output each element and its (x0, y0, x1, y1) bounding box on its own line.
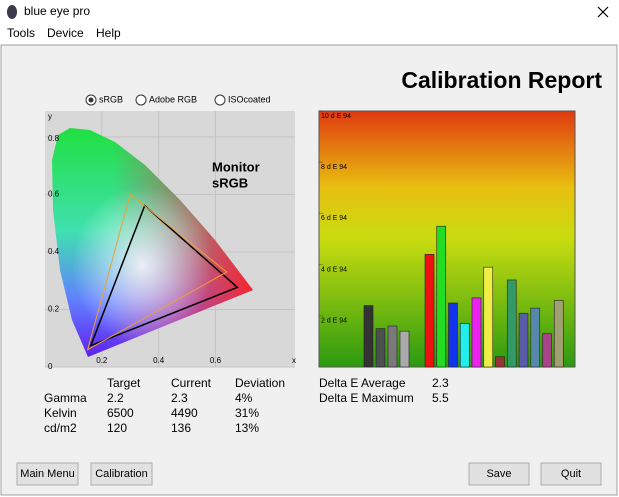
y-tick-label: 0 (48, 362, 53, 371)
y-tick-label: 6 d E 94 (321, 215, 347, 222)
column-header: Target (107, 376, 141, 390)
y-tick-label: 4 d E 94 (321, 266, 347, 273)
app-icon (7, 5, 17, 19)
bar (375, 328, 386, 368)
row-label: Kelvin (44, 406, 77, 420)
gamut-triangle (89, 204, 239, 348)
y-tick-label: 0.4 (48, 247, 60, 256)
menu-item[interactable]: Device (47, 26, 84, 40)
radio-label[interactable]: Adobe RGB (149, 94, 197, 104)
bar (553, 300, 564, 368)
radio-button[interactable] (214, 94, 226, 106)
close-button[interactable] (597, 6, 609, 18)
legend-entry: sRGB (212, 175, 248, 190)
report-title: Calibration Report (401, 67, 602, 93)
bar (436, 225, 447, 368)
cell: 120 (107, 421, 127, 435)
button[interactable] (16, 462, 79, 486)
button-label[interactable]: Quit (561, 468, 581, 480)
button-label[interactable]: Calibration (95, 468, 148, 480)
bar (506, 279, 517, 368)
row-label: cd/m2 (44, 421, 77, 435)
x-tick-label: 0.4 (153, 356, 165, 365)
y-tick-label: 0.8 (48, 134, 60, 143)
button[interactable] (540, 462, 602, 486)
radio-label[interactable]: sRGB (99, 94, 123, 104)
delta-e-label: Delta E Maximum (319, 391, 414, 405)
bar (459, 323, 470, 368)
gamut-triangle (86, 193, 228, 351)
cell: 6500 (107, 406, 134, 420)
cell: 2.2 (107, 391, 124, 405)
cell: 2.3 (171, 391, 188, 405)
bar (495, 356, 505, 368)
y-tick-label: 8 d E 94 (321, 164, 347, 171)
cell: 136 (171, 421, 191, 435)
bar (542, 333, 552, 368)
cell: 4490 (171, 406, 198, 420)
cell: 4% (235, 391, 253, 405)
bar (483, 266, 494, 368)
bar (399, 330, 410, 368)
cell: 31% (235, 406, 259, 420)
window-title: blue eye pro (24, 4, 90, 18)
delta-e-value: 5.5 (432, 391, 449, 405)
menu-item[interactable]: Tools (7, 26, 35, 40)
bar (448, 302, 458, 368)
y-axis-label: y (48, 112, 52, 121)
column-header: Current (171, 376, 212, 390)
button-label[interactable]: Save (486, 468, 511, 480)
menu-item[interactable]: Help (96, 26, 121, 40)
bar (518, 312, 529, 368)
button-label[interactable]: Main Menu (20, 468, 74, 480)
y-tick-label: 0.2 (48, 305, 60, 314)
bar (530, 307, 541, 368)
bar (387, 325, 398, 368)
row-label: Gamma (44, 391, 87, 405)
bar (363, 305, 374, 368)
button[interactable] (90, 462, 153, 486)
legend-entry: Monitor (212, 159, 260, 174)
column-header: Deviation (235, 376, 285, 390)
delta-e-label: Delta E Average (319, 376, 406, 390)
radio-dot (88, 97, 94, 103)
cell: 13% (235, 421, 259, 435)
x-tick-label: 0.6 (210, 356, 222, 365)
radio-button[interactable] (135, 94, 147, 106)
bar (471, 297, 482, 368)
delta-e-value: 2.3 (432, 376, 449, 390)
button[interactable] (468, 462, 530, 486)
x-tick-label: 0.2 (96, 356, 108, 365)
x-axis-label: x (292, 356, 296, 365)
y-tick-label: 0.6 (48, 190, 60, 199)
bar (424, 254, 435, 368)
y-tick-label: 10 d E 94 (321, 113, 351, 120)
spectral-locus-white (52, 128, 253, 357)
radio-label[interactable]: ISOcoated (228, 94, 271, 104)
y-tick-label: 2 d E 94 (321, 318, 347, 325)
